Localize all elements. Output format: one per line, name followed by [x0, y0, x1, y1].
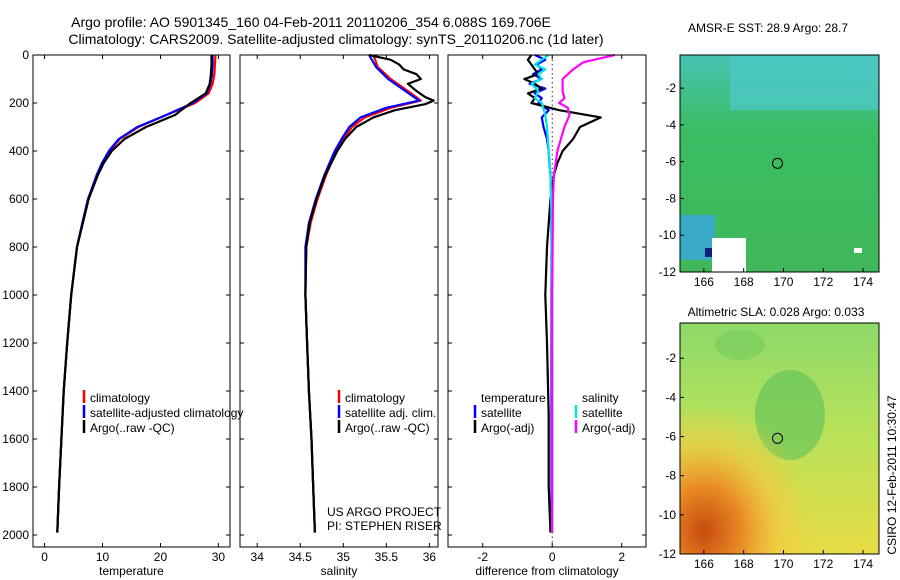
legend-header-salinity: salinity — [582, 391, 619, 405]
figure-title-line2: Climatology: CARS2009. Satellite-adjuste… — [68, 31, 603, 47]
x-tick-label: 170 — [773, 557, 793, 571]
sla-map-axes: 166 168 170 172 174 -2 -4 -6 -8 -10 -12 — [659, 322, 880, 571]
y-tick-label: -2 — [665, 351, 676, 365]
sst-cyan-patch — [730, 55, 879, 110]
y-tick-label: -6 — [665, 430, 676, 444]
series-line-salinity-satellite — [530, 54, 554, 533]
y-tick-label: -8 — [665, 469, 676, 483]
x-tick-label: 10 — [96, 550, 110, 564]
y-tick-label: 1600 — [2, 432, 29, 446]
y-tick-label: -10 — [659, 508, 677, 522]
x-tick-label: 174 — [853, 275, 873, 289]
x-axis-label: temperature — [99, 564, 164, 578]
legend-label-climatology: climatology — [345, 391, 405, 405]
map-frame — [679, 322, 880, 555]
sst-map — [680, 55, 879, 272]
y-tick-label: -10 — [659, 228, 677, 242]
y-tick-label: -2 — [665, 81, 676, 95]
x-tick-label: 35 — [337, 550, 351, 564]
y-tick-label: 400 — [9, 144, 29, 158]
y-tick-label: 1400 — [2, 384, 29, 398]
sla-warm-region — [680, 323, 879, 554]
x-tick-label: 30 — [212, 550, 226, 564]
series-line-satellite-adjusted-climatology — [56, 55, 214, 533]
x-tick-label: 0 — [549, 550, 556, 564]
legend-header-temperature: temperature — [481, 391, 546, 405]
series-line-argo-raw-qc — [56, 55, 213, 533]
sst-map-axes: 166 168 170 172 174 -2 -4 -6 -8 -10 -12 — [659, 54, 880, 289]
x-tick-label: 34.5 — [289, 550, 313, 564]
y-tick-label: 1000 — [2, 288, 29, 302]
legend-label-satellite: satellite adj. clim. — [345, 406, 436, 420]
y-tick-label: -8 — [665, 191, 676, 205]
x-tick-label: 166 — [694, 557, 714, 571]
x-tick-label: 166 — [694, 275, 714, 289]
temperature-profile-panel: 0 10 20 30 0 200 400 600 800 1000 1200 1400 1600 1800… — [2, 48, 231, 578]
y-tick-label: -4 — [665, 118, 676, 132]
x-tick-label: 170 — [773, 275, 793, 289]
series-line-climatology — [304, 54, 422, 533]
legend-label-temp-argo: Argo(-adj) — [481, 421, 534, 435]
sst-no-data-small — [854, 248, 862, 253]
sla-map — [680, 323, 879, 554]
salinity-profile-panel: 34 34.5 35 35.5 36 salinity — [239, 53, 439, 578]
y-tick-label: 800 — [9, 240, 29, 254]
x-axis-label: salinity — [321, 564, 358, 578]
x-tick-label: 34 — [251, 550, 265, 564]
x-tick-label: 2 — [618, 550, 625, 564]
sst-map-title: AMSR-E SST: 28.9 Argo: 28.7 — [688, 21, 848, 35]
y-tick-label: 0 — [22, 48, 29, 62]
sla-map-title: Altimetric SLA: 0.028 Argo: 0.033 — [688, 305, 865, 319]
legend-label-temp-satellite: satellite — [481, 406, 522, 420]
series-line-salinity-argo-adj — [551, 53, 615, 533]
y-tick-label: -12 — [659, 265, 677, 279]
sst-no-data-patch — [712, 238, 746, 272]
x-tick-label: 172 — [813, 275, 833, 289]
x-tick-label: 174 — [853, 557, 873, 571]
y-tick-label: 1800 — [2, 480, 29, 494]
legend-label-satellite: satellite-adjusted climatology — [90, 406, 243, 420]
y-tick-label: -6 — [665, 155, 676, 169]
plot-frame — [447, 54, 647, 548]
temperature-legend: climatology satellite-adjusted climatolo… — [82, 390, 243, 435]
y-tick-label: -4 — [665, 390, 676, 404]
x-tick-label: 168 — [734, 557, 754, 571]
argo-float-marker — [772, 432, 784, 444]
series-line-argo-raw-qc — [304, 53, 435, 533]
x-tick-label: 35.5 — [375, 550, 399, 564]
x-axis-label: difference from climatology — [475, 564, 618, 578]
y-tick-label: 1200 — [2, 336, 29, 350]
map-frame — [679, 54, 880, 273]
y-tick-label: 2000 — [2, 528, 29, 542]
y-tick-label: -12 — [659, 547, 677, 561]
project-annotation: US ARGO PROJECT — [327, 505, 442, 519]
x-tick-label: 0 — [41, 550, 48, 564]
legend-label-argo: Argo(..raw -QC) — [345, 421, 430, 435]
x-tick-label: 168 — [734, 275, 754, 289]
csiro-timestamp: CSIRO 12-Feb-2011 10:30:47 — [885, 395, 899, 555]
salinity-legend: climatology satellite adj. clim. Argo(..… — [327, 390, 442, 533]
plot-frame — [32, 54, 231, 548]
legend-label-sal-satellite: satellite — [582, 406, 623, 420]
x-tick-label: 36 — [423, 550, 437, 564]
series-line-temperature-argo-adj — [523, 54, 602, 533]
y-tick-label: 600 — [9, 192, 29, 206]
pi-annotation: PI: STEPHEN RISER — [327, 519, 442, 533]
difference-legend: temperature satellite Argo(-adj) salinit… — [473, 391, 635, 435]
x-tick-label: 172 — [813, 557, 833, 571]
x-tick-label: -2 — [477, 550, 488, 564]
argo-float-marker — [772, 157, 784, 169]
legend-label-sal-argo: Argo(-adj) — [582, 421, 635, 435]
figure-title-line1: Argo profile: AO 5901345_160 04-Feb-2011… — [71, 14, 551, 30]
series-line-satellite-adj-clim — [304, 54, 421, 533]
x-tick-label: 20 — [154, 550, 168, 564]
legend-label-argo: Argo(..raw -QC) — [90, 421, 175, 435]
sst-navy-pixel — [705, 248, 713, 257]
plot-frame — [239, 54, 439, 548]
y-tick-label: 200 — [9, 96, 29, 110]
legend-label-climatology: climatology — [90, 391, 150, 405]
